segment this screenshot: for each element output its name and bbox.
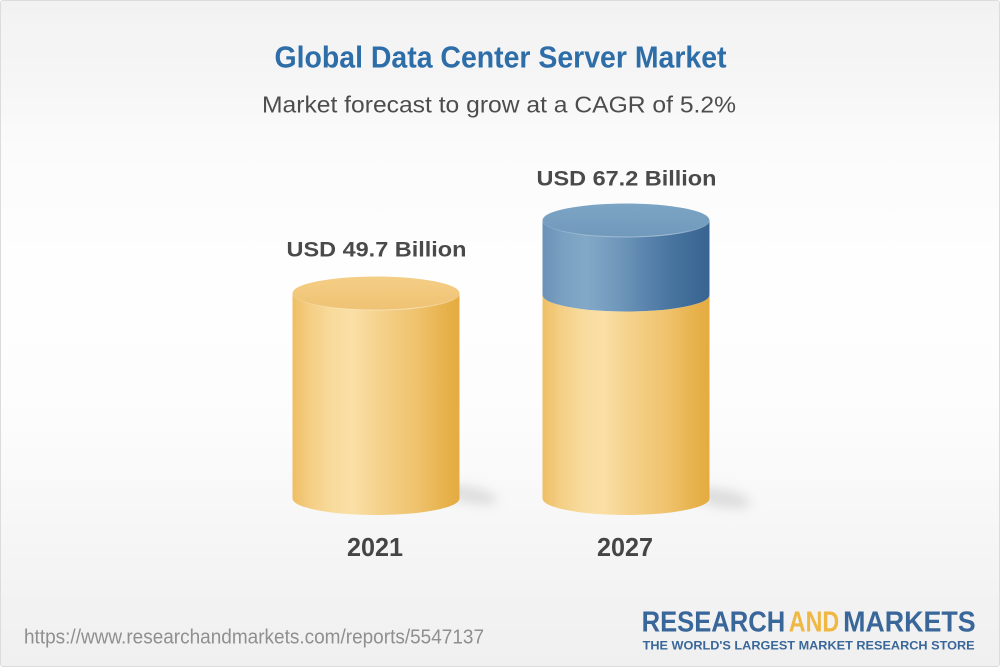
svg-text:USD 49.7 Billion: USD 49.7 Billion (287, 238, 467, 262)
svg-text:RESEARCH: RESEARCH (642, 607, 786, 639)
svg-text:USD 67.2 Billion: USD 67.2 Billion (537, 167, 717, 191)
svg-text:Market forecast to grow at a C: Market forecast to grow at a CAGR of 5.2… (262, 91, 736, 117)
svg-text:2027: 2027 (597, 532, 653, 562)
svg-text:2021: 2021 (347, 532, 403, 562)
svg-text:https://www.researchandmarkets: https://www.researchandmarkets.com/repor… (24, 625, 484, 648)
svg-text:AND: AND (789, 607, 839, 639)
svg-text:Global Data Center Server Mark: Global Data Center Server Market (275, 40, 727, 75)
svg-text:MARKETS: MARKETS (843, 607, 976, 639)
svg-text:THE WORLD'S LARGEST MARKET RES: THE WORLD'S LARGEST MARKET RESEARCH STOR… (643, 638, 975, 652)
